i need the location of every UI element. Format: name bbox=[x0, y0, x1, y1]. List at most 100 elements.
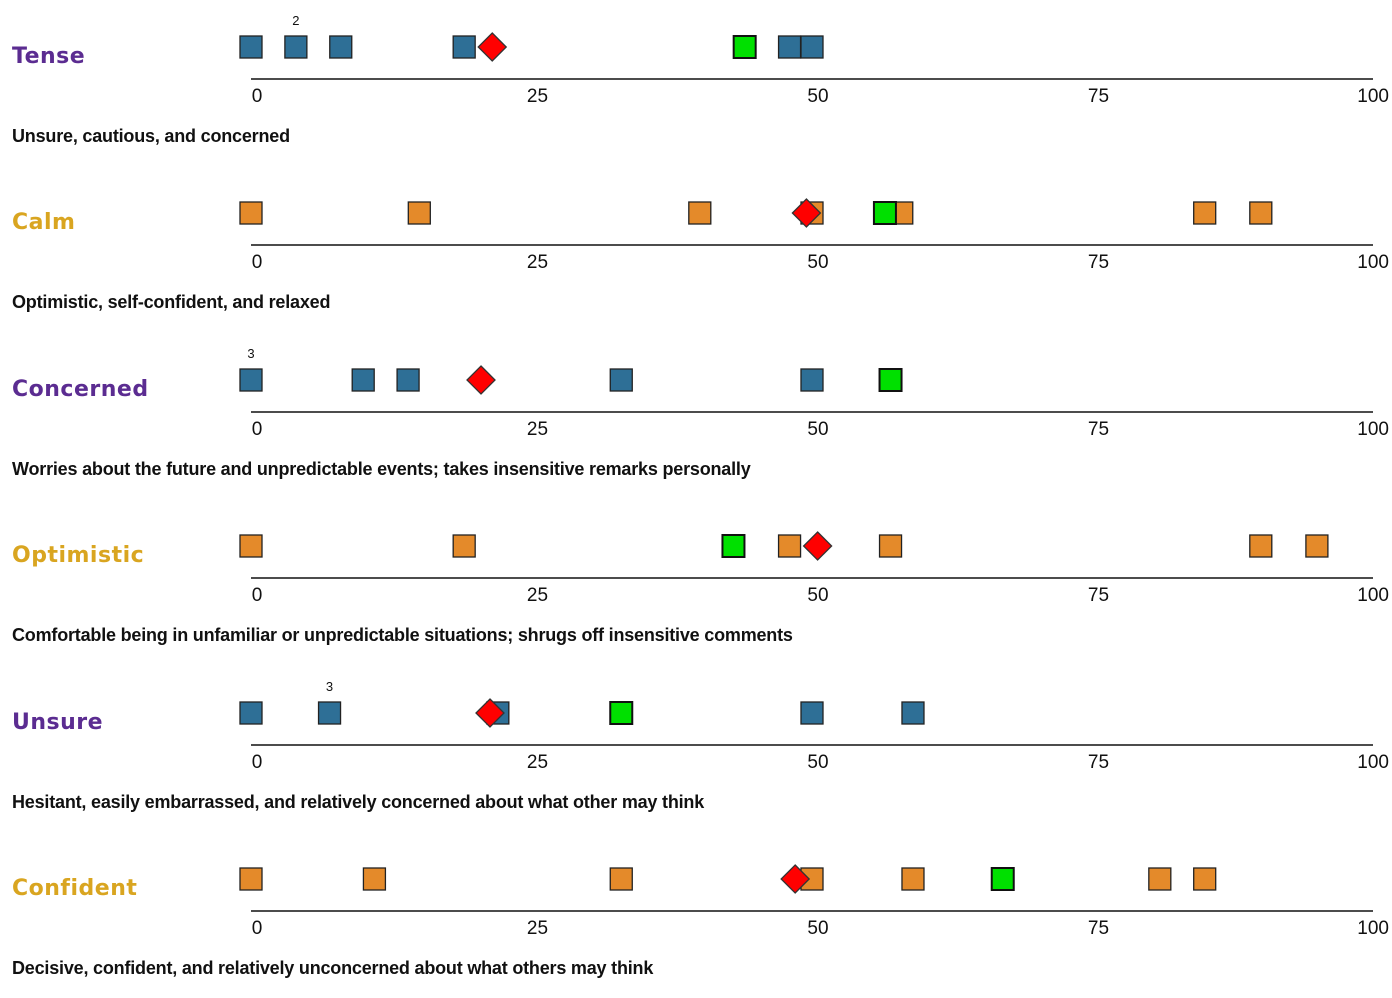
trait-title: Confident bbox=[12, 876, 138, 901]
tick-label: 0 bbox=[252, 585, 263, 606]
rater-marker bbox=[452, 35, 476, 59]
trait-row: Confident Decisive, confident, and relati… bbox=[0, 832, 1392, 998]
tick-label: 25 bbox=[527, 585, 548, 606]
rater-marker bbox=[329, 35, 353, 59]
tick-label: 75 bbox=[1088, 86, 1109, 107]
count-label: 2 bbox=[292, 13, 299, 28]
tick-label: 25 bbox=[527, 86, 548, 107]
trait-title: Calm bbox=[12, 210, 76, 235]
tick-label: 25 bbox=[527, 752, 548, 773]
tick-label: 50 bbox=[807, 585, 828, 606]
tick-label: 0 bbox=[252, 918, 263, 939]
tick-label: 25 bbox=[527, 252, 548, 273]
tick-label: 0 bbox=[252, 419, 263, 440]
tick-label: 25 bbox=[527, 918, 548, 939]
rater-marker bbox=[239, 534, 263, 558]
rater-marker bbox=[239, 867, 263, 891]
count-label: 3 bbox=[326, 679, 333, 694]
trait-description: Hesitant, easily embarrassed, and relati… bbox=[12, 792, 705, 812]
rater-marker bbox=[878, 534, 903, 558]
rater-marker bbox=[901, 867, 925, 891]
self-rating-marker bbox=[609, 701, 634, 725]
tick-label: 0 bbox=[252, 252, 263, 273]
tick-label: 50 bbox=[807, 252, 828, 273]
rater-marker bbox=[800, 35, 824, 59]
rater-marker bbox=[800, 701, 824, 725]
trait-row: Unsure Hesitant, easily embarrassed, and … bbox=[0, 666, 1392, 832]
tick-label: 100 bbox=[1357, 585, 1389, 606]
rater-marker bbox=[351, 368, 375, 392]
trait-title: Concerned bbox=[12, 377, 149, 402]
rater-marker bbox=[407, 201, 431, 225]
trait-title: Unsure bbox=[12, 710, 104, 735]
average-marker bbox=[477, 32, 508, 62]
tick-label: 50 bbox=[807, 86, 828, 107]
trait-title: Optimistic bbox=[12, 543, 145, 568]
tick-label: 100 bbox=[1357, 419, 1389, 440]
tick-label: 75 bbox=[1088, 918, 1109, 939]
average-marker bbox=[802, 531, 833, 561]
scale-plot: 0 25 50 75 100 bbox=[239, 531, 1389, 606]
rater-marker bbox=[452, 534, 476, 558]
trait-title: Tense bbox=[12, 44, 86, 69]
trait-row: Optimistic Comfortable being in unfamilia… bbox=[0, 499, 1392, 665]
tick-label: 25 bbox=[527, 419, 548, 440]
trait-description: Worries about the future and unpredictab… bbox=[12, 459, 751, 479]
tick-label: 75 bbox=[1088, 585, 1109, 606]
rater-marker bbox=[777, 35, 802, 59]
rater-marker bbox=[284, 35, 308, 59]
rater-marker bbox=[1193, 201, 1217, 225]
tick-label: 100 bbox=[1357, 918, 1389, 939]
rater-marker bbox=[239, 201, 263, 225]
rater-marker bbox=[1305, 534, 1329, 558]
rater-marker bbox=[901, 701, 925, 725]
rater-marker bbox=[800, 368, 824, 392]
rater-marker bbox=[1249, 201, 1273, 225]
scale-plot: 0 25 50 75 100 3 bbox=[239, 346, 1389, 440]
rater-marker bbox=[362, 867, 387, 891]
rater-marker bbox=[239, 35, 263, 59]
tick-label: 0 bbox=[252, 86, 263, 107]
average-marker bbox=[780, 864, 811, 894]
count-label: 3 bbox=[247, 346, 254, 361]
tick-label: 50 bbox=[807, 918, 828, 939]
trait-description: Optimistic, self-confident, and relaxed bbox=[12, 292, 331, 312]
rater-marker bbox=[609, 368, 633, 392]
tick-label: 75 bbox=[1088, 419, 1109, 440]
tick-label: 50 bbox=[807, 419, 828, 440]
self-rating-marker bbox=[721, 534, 746, 558]
tick-label: 75 bbox=[1088, 752, 1109, 773]
scale-plot: 0 25 50 75 100 bbox=[239, 198, 1389, 273]
trait-description: Decisive, confident, and relatively unco… bbox=[12, 958, 654, 978]
rater-marker bbox=[1249, 534, 1273, 558]
rater-marker bbox=[239, 701, 263, 725]
self-rating-marker bbox=[872, 201, 897, 225]
trait-row: Tense Unsure, cautious, and concerned 0 25 5… bbox=[0, 0, 1392, 166]
rater-marker bbox=[396, 368, 420, 392]
scale-plot: 0 25 50 75 100 3 bbox=[239, 679, 1389, 773]
trait-description: Comfortable being in unfamiliar or unpre… bbox=[12, 625, 793, 645]
rater-marker bbox=[317, 701, 342, 725]
scale-plot: 0 25 50 75 100 2 bbox=[239, 13, 1389, 107]
trait-row: Calm Optimistic, self-confident, and rela… bbox=[0, 166, 1392, 332]
tick-label: 100 bbox=[1357, 752, 1389, 773]
rater-marker bbox=[609, 867, 633, 891]
rater-marker bbox=[1148, 867, 1172, 891]
tick-label: 0 bbox=[252, 752, 263, 773]
rater-marker bbox=[688, 201, 712, 225]
rater-marker bbox=[239, 368, 263, 392]
average-marker bbox=[791, 198, 822, 228]
tick-label: 100 bbox=[1357, 252, 1389, 273]
average-marker bbox=[466, 365, 496, 395]
trait-description: Unsure, cautious, and concerned bbox=[12, 126, 290, 146]
trait-row: Concerned Worries about the future and un… bbox=[0, 333, 1392, 499]
average-marker bbox=[475, 698, 505, 728]
tick-label: 100 bbox=[1357, 86, 1389, 107]
rater-marker bbox=[777, 534, 802, 558]
self-rating-marker bbox=[732, 35, 757, 59]
tick-label: 75 bbox=[1088, 252, 1109, 273]
scale-plot: 0 25 50 75 100 bbox=[239, 864, 1389, 939]
self-rating-marker bbox=[990, 867, 1015, 891]
self-rating-marker bbox=[878, 368, 903, 392]
rater-marker bbox=[1193, 867, 1217, 891]
